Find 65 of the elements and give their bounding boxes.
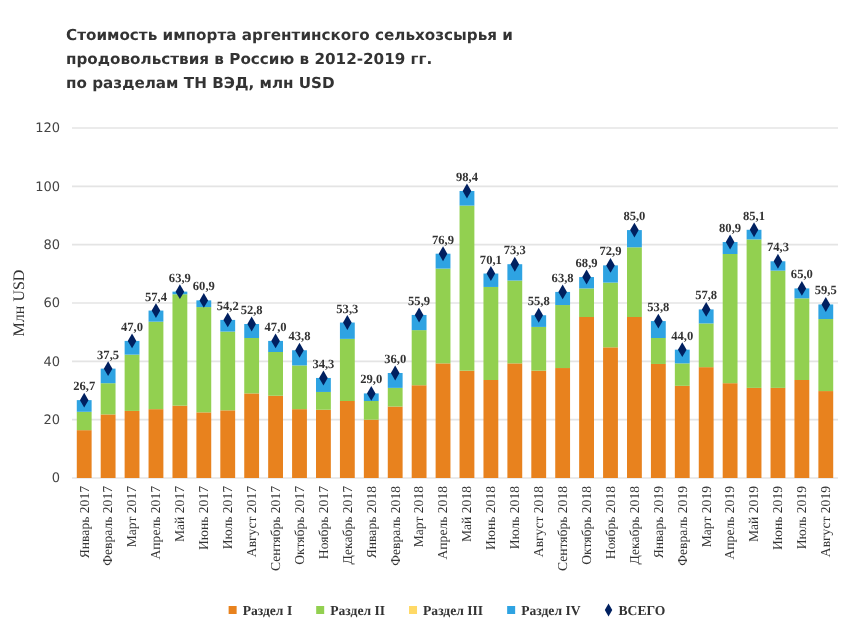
- bar: [459, 370, 475, 478]
- bar: [268, 352, 283, 396]
- bar: [746, 387, 762, 478]
- bar: [435, 268, 451, 364]
- bar: [674, 385, 690, 478]
- bar: [76, 430, 92, 478]
- bar: [722, 383, 738, 478]
- bar: [579, 317, 594, 478]
- bar: [818, 319, 834, 392]
- bar: [339, 338, 355, 401]
- bar: [292, 409, 307, 478]
- bar: [746, 239, 762, 388]
- bar: [339, 401, 355, 478]
- bar: [244, 393, 260, 478]
- bar: [76, 411, 92, 431]
- bar: [555, 305, 571, 369]
- bar: [507, 363, 523, 478]
- bar: [100, 414, 116, 478]
- bar: [244, 338, 260, 394]
- bar: [220, 331, 236, 411]
- bar: [531, 326, 547, 371]
- bar: [411, 330, 427, 386]
- bar: [770, 270, 786, 388]
- bar: [387, 406, 403, 478]
- bar: [148, 321, 164, 410]
- bar: [650, 338, 666, 364]
- bar: [483, 380, 499, 478]
- bar: [411, 385, 427, 478]
- bar: [292, 365, 307, 410]
- bar: [698, 367, 714, 478]
- bar: [363, 401, 379, 420]
- bar: [722, 254, 738, 384]
- bar: [363, 419, 379, 478]
- bar: [172, 294, 188, 406]
- bar: [316, 409, 331, 478]
- bar: [507, 280, 523, 364]
- bar: [483, 286, 499, 380]
- bar: [124, 354, 140, 411]
- bar: [435, 363, 451, 478]
- bar: [531, 370, 547, 478]
- bar: [650, 363, 666, 478]
- bar: [459, 205, 475, 371]
- bar: [603, 282, 618, 348]
- bar: [196, 412, 212, 478]
- bar: [579, 288, 594, 317]
- bar: [555, 368, 571, 478]
- bar: [387, 387, 403, 407]
- bar: [148, 409, 164, 478]
- bar: [794, 298, 810, 380]
- bar: [794, 380, 810, 478]
- bar: [268, 395, 283, 478]
- bar: [770, 387, 786, 478]
- y-axis-title: Млн USD: [10, 269, 28, 337]
- bar: [220, 410, 236, 478]
- bar: [674, 363, 690, 386]
- bar: [627, 247, 642, 317]
- bar: [316, 391, 331, 410]
- bar: [818, 391, 834, 478]
- bar: [698, 323, 714, 368]
- bar: [100, 383, 116, 415]
- bar: [172, 405, 188, 478]
- bar: [627, 317, 642, 478]
- bar: [603, 347, 618, 478]
- bar: [124, 410, 140, 478]
- bar: [196, 307, 212, 413]
